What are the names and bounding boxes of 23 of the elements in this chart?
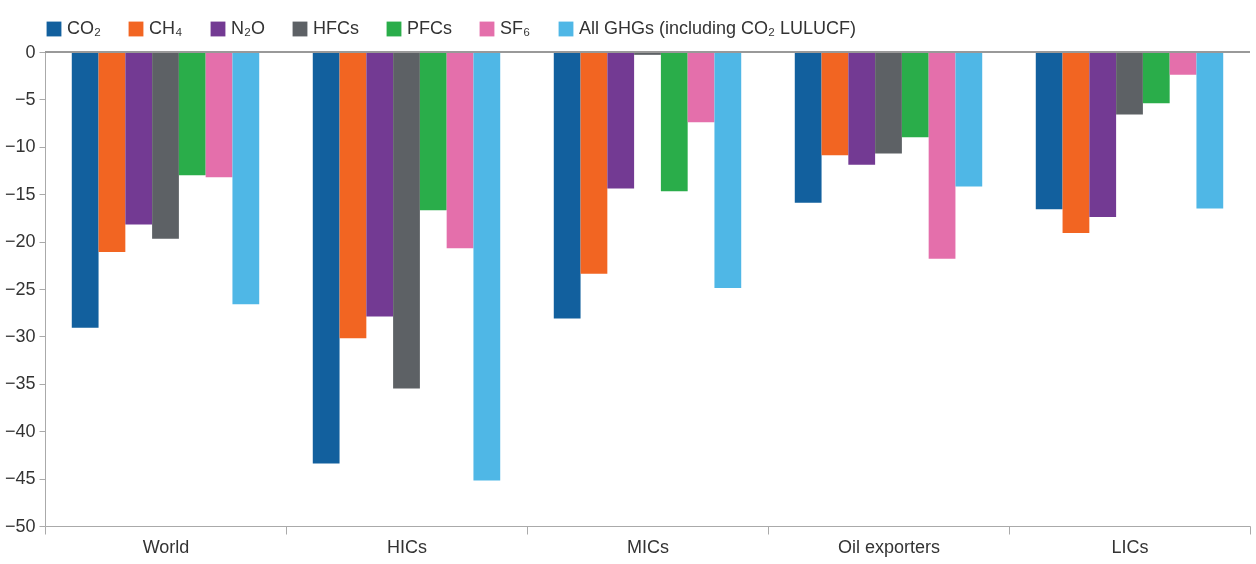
y-tick-label: −25	[4, 278, 36, 299]
x-tick-label: HICs	[387, 536, 427, 557]
y-tick-label: −30	[4, 325, 36, 346]
y-tick-label: −20	[4, 231, 36, 252]
y-tick-label: −15	[4, 183, 36, 204]
legend-label: N₂O	[231, 18, 265, 38]
y-tick-label: −5	[14, 88, 36, 109]
x-tick-label: Oil exporters	[837, 536, 941, 557]
y-tick-label: −35	[4, 373, 36, 394]
legend-label: All GHGs (including CO₂ LULUCF)	[579, 18, 857, 38]
y-tick-label: −45	[4, 468, 36, 489]
legend-label: PFCs	[407, 18, 452, 38]
legend-label: CH₄	[149, 18, 183, 38]
x-tick-label: LICs	[1111, 536, 1149, 557]
legend-label: CO₂	[67, 18, 101, 38]
y-tick-label: −50	[4, 515, 36, 536]
legend-label: HFCs	[313, 18, 359, 38]
x-tick-label: World	[142, 536, 190, 557]
y-tick-label: −40	[4, 420, 36, 441]
x-tick-label: MICs	[627, 536, 669, 557]
y-tick-label: 0	[25, 41, 36, 62]
y-tick-label: −10	[4, 136, 36, 157]
legend-label: SF₆	[500, 18, 531, 38]
